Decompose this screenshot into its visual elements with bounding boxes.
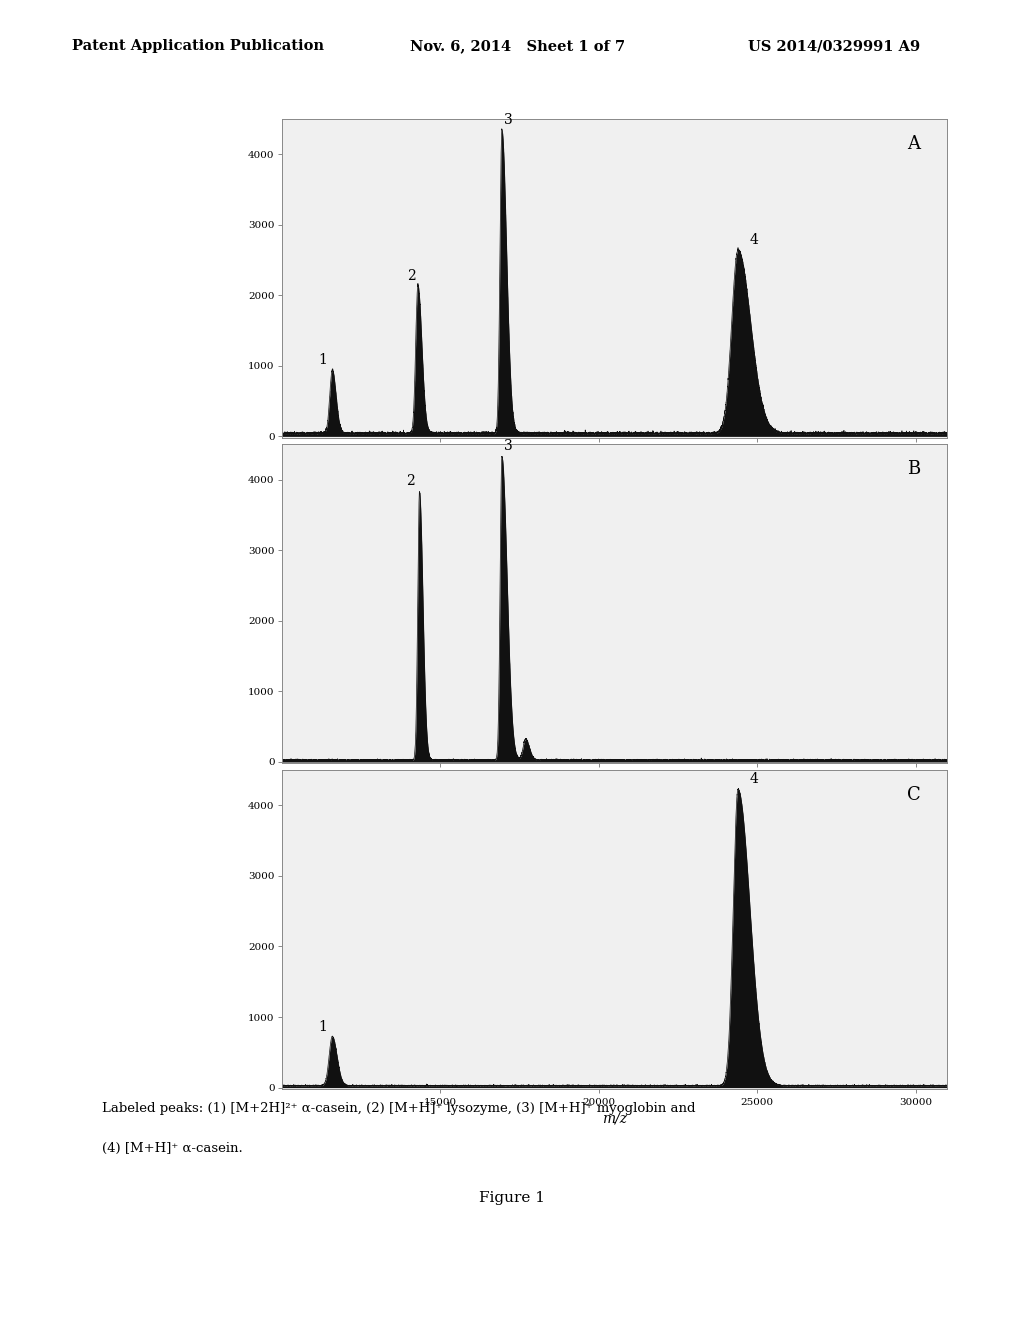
Text: 3: 3 <box>504 114 513 127</box>
Text: 4: 4 <box>750 234 759 247</box>
Text: Labeled peaks: (1) [M+2H]²⁺ α-casein, (2) [M+H]⁺ lysozyme, (3) [M+H]⁺ myoglobin : Labeled peaks: (1) [M+2H]²⁺ α-casein, (2… <box>102 1102 696 1115</box>
Text: 4: 4 <box>750 771 759 785</box>
Text: A: A <box>907 135 921 153</box>
Text: Figure 1: Figure 1 <box>479 1191 545 1205</box>
Text: C: C <box>907 785 921 804</box>
Text: (4) [M+H]⁺ α-casein.: (4) [M+H]⁺ α-casein. <box>102 1142 243 1155</box>
X-axis label: m/z: m/z <box>602 1111 627 1125</box>
Text: 2: 2 <box>408 268 416 282</box>
Text: 2: 2 <box>406 474 415 488</box>
Text: 3: 3 <box>504 438 513 453</box>
Text: Patent Application Publication: Patent Application Publication <box>72 40 324 53</box>
Text: 1: 1 <box>318 1020 328 1034</box>
Text: 1: 1 <box>318 354 328 367</box>
Text: US 2014/0329991 A9: US 2014/0329991 A9 <box>748 40 920 53</box>
Text: B: B <box>907 461 921 478</box>
Text: Nov. 6, 2014   Sheet 1 of 7: Nov. 6, 2014 Sheet 1 of 7 <box>410 40 625 53</box>
